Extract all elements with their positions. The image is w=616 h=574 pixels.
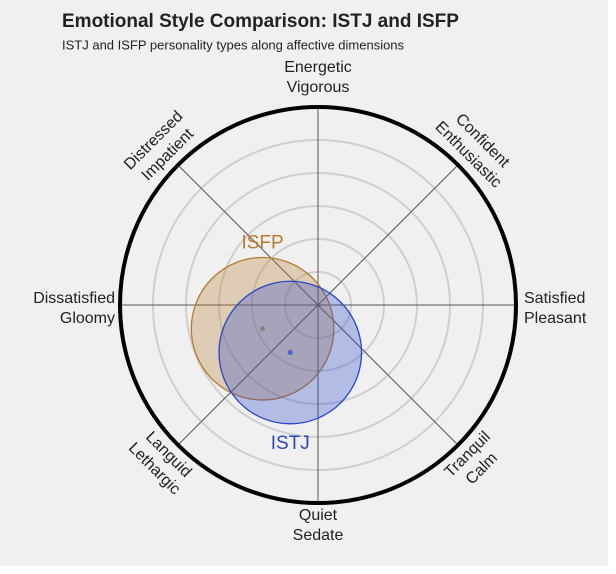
axis-label: Energetic Vigorous bbox=[284, 59, 352, 96]
spoke bbox=[177, 304, 319, 446]
axis-label-line: Vigorous bbox=[287, 79, 350, 96]
axis-label-line: Quiet bbox=[299, 507, 338, 524]
spoke bbox=[317, 304, 459, 446]
axis-label: Dissatisfied Gloomy bbox=[33, 290, 115, 327]
axis-label-line: Pleasant bbox=[524, 310, 587, 327]
axis-label-line: Sedate bbox=[293, 527, 344, 544]
axis-label-line: Satisfied bbox=[524, 290, 585, 307]
outer-ring bbox=[118, 105, 518, 505]
axis-label: Satisfied Pleasant bbox=[524, 290, 587, 327]
axis-label: Quiet Sedate bbox=[293, 507, 344, 544]
chart-title: Emotional Style Comparison: ISTJ and ISF… bbox=[62, 11, 459, 32]
axis-label-line: Dissatisfied bbox=[33, 290, 115, 307]
chart-subtitle: ISTJ and ISFP personality types along af… bbox=[62, 37, 405, 52]
spoke bbox=[317, 164, 459, 306]
axis-label-line: Energetic bbox=[284, 59, 352, 76]
type-center bbox=[260, 326, 266, 332]
type-center bbox=[287, 350, 293, 356]
type-label: ISFP bbox=[241, 232, 283, 253]
axis-label-line: Gloomy bbox=[60, 310, 115, 327]
type-label: ISTJ bbox=[271, 433, 310, 454]
